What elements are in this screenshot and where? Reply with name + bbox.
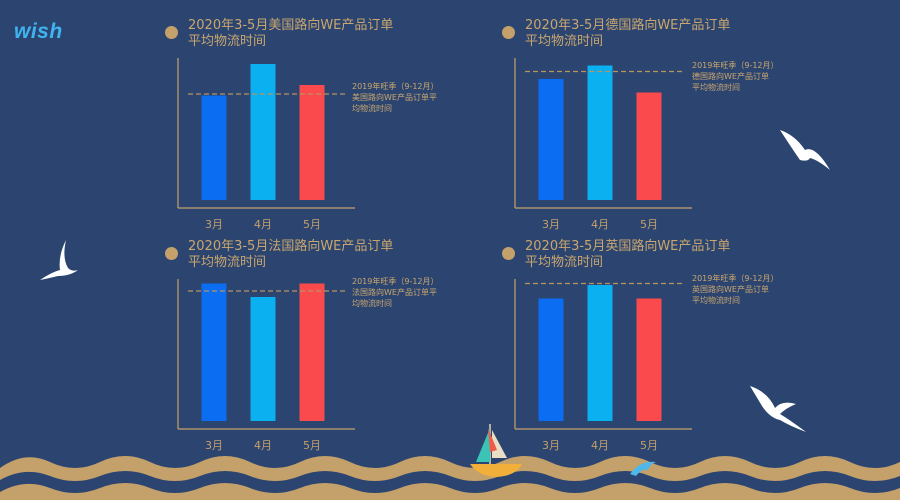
bar — [636, 298, 662, 421]
chart-title-line1: 2020年3-5月英国路向WE产品订单 — [525, 239, 731, 254]
reference-label-line3: 平均物流时间 — [692, 296, 740, 305]
bar-chart: 3月 4月 5月 — [514, 279, 692, 452]
chart-title: 2020年3-5月法国路向WE产品订单 平均物流时间 — [188, 239, 393, 271]
chart-panel-fr: 2020年3-5月法国路向WE产品订单 平均物流时间 3月 4月 5月 2019年旺… — [165, 239, 505, 454]
reference-label-line2: 法国路向WE产品订单平 — [352, 288, 437, 297]
bullet-dot — [502, 26, 515, 39]
chart-panel-us: 2020年3-5月美国路向WE产品订单 平均物流时间 3月 4月 5月 2019年旺… — [165, 18, 505, 233]
reference-label: 2019年旺季（9-12月） 美国路向WE产品订单平 均物流时间 — [352, 81, 439, 114]
chart-title: 2020年3-5月英国路向WE产品订单 平均物流时间 — [525, 239, 730, 271]
chart-title-line1: 2020年3-5月美国路向WE产品订单 — [188, 18, 394, 33]
chart-title-line2: 平均物流时间 — [188, 34, 267, 49]
x-tick-label: 4月 — [591, 218, 609, 231]
reference-label-line1: 2019年旺季（9-12月） — [692, 61, 779, 70]
chart-panel-uk: 2020年3-5月英国路向WE产品订单 平均物流时间 3月 4月 5月 2019年旺… — [502, 239, 842, 454]
x-tick-label: 3月 — [542, 439, 560, 452]
reference-label-line1: 2019年旺季（9-12月） — [352, 82, 439, 91]
x-tick-label: 5月 — [640, 439, 658, 452]
chart-title-line1: 2020年3-5月法国路向WE产品订单 — [188, 239, 394, 254]
bar-chart: 3月 4月 5月 — [177, 279, 355, 452]
reference-label: 2019年旺季（9-12月） 英国路向WE产品订单 平均物流时间 — [692, 273, 779, 306]
seagull-icon — [40, 240, 78, 280]
chart-title: 2020年3-5月德国路向WE产品订单 平均物流时间 — [525, 18, 730, 50]
x-tick-label: 4月 — [254, 439, 272, 452]
x-tick-label: 4月 — [254, 218, 272, 231]
bar — [250, 297, 276, 421]
bar — [587, 65, 613, 200]
chart-title-line1: 2020年3-5月德国路向WE产品订单 — [525, 18, 731, 33]
bar — [538, 298, 564, 421]
chart-title-line2: 平均物流时间 — [525, 255, 604, 270]
wish-logo: wish — [14, 20, 63, 43]
x-tick-label: 4月 — [591, 439, 609, 452]
reference-label-line3: 均物流时间 — [352, 299, 392, 308]
x-tick-label: 5月 — [303, 218, 321, 231]
reference-label-line2: 美国路向WE产品订单平 — [352, 93, 437, 102]
chart-panel-de: 2020年3-5月德国路向WE产品订单 平均物流时间 3月 4月 5月 2019年旺… — [502, 18, 842, 233]
bar-chart: 3月 4月 5月 — [514, 58, 692, 231]
reference-label-line3: 均物流时间 — [352, 104, 392, 113]
x-tick-label: 5月 — [640, 218, 658, 231]
bar — [299, 85, 325, 200]
reference-label-line1: 2019年旺季（9-12月） — [692, 274, 779, 283]
bar — [201, 95, 227, 200]
seagull-icon — [750, 386, 806, 432]
chart-title-line2: 平均物流时间 — [188, 255, 267, 270]
chart-title: 2020年3-5月美国路向WE产品订单 平均物流时间 — [188, 18, 393, 50]
reference-label: 2019年旺季（9-12月） 德国路向WE产品订单 平均物流时间 — [692, 60, 779, 93]
bar — [587, 285, 613, 421]
bar-chart: 3月 4月 5月 — [177, 58, 355, 231]
reference-label: 2019年旺季（9-12月） 法国路向WE产品订单平 均物流时间 — [352, 276, 439, 309]
bar — [299, 283, 325, 421]
reference-label-line1: 2019年旺季（9-12月） — [352, 277, 439, 286]
chart-title-line2: 平均物流时间 — [525, 34, 604, 49]
bar — [538, 79, 564, 200]
x-tick-label: 3月 — [542, 218, 560, 231]
x-tick-label: 3月 — [205, 439, 223, 452]
x-tick-label: 3月 — [205, 218, 223, 231]
bullet-dot — [502, 247, 515, 260]
bar — [636, 92, 662, 200]
reference-label-line3: 平均物流时间 — [692, 83, 740, 92]
wave-decoration — [0, 456, 900, 500]
dolphin-icon — [630, 461, 656, 476]
sailboat-icon — [470, 424, 522, 477]
reference-label-line2: 德国路向WE产品订单 — [692, 72, 769, 81]
bar — [201, 283, 227, 421]
x-tick-label: 5月 — [303, 439, 321, 452]
seagull-icon — [780, 130, 830, 170]
bullet-dot — [165, 247, 178, 260]
reference-label-line2: 英国路向WE产品订单 — [692, 285, 769, 294]
bar — [250, 64, 276, 200]
bullet-dot — [165, 26, 178, 39]
